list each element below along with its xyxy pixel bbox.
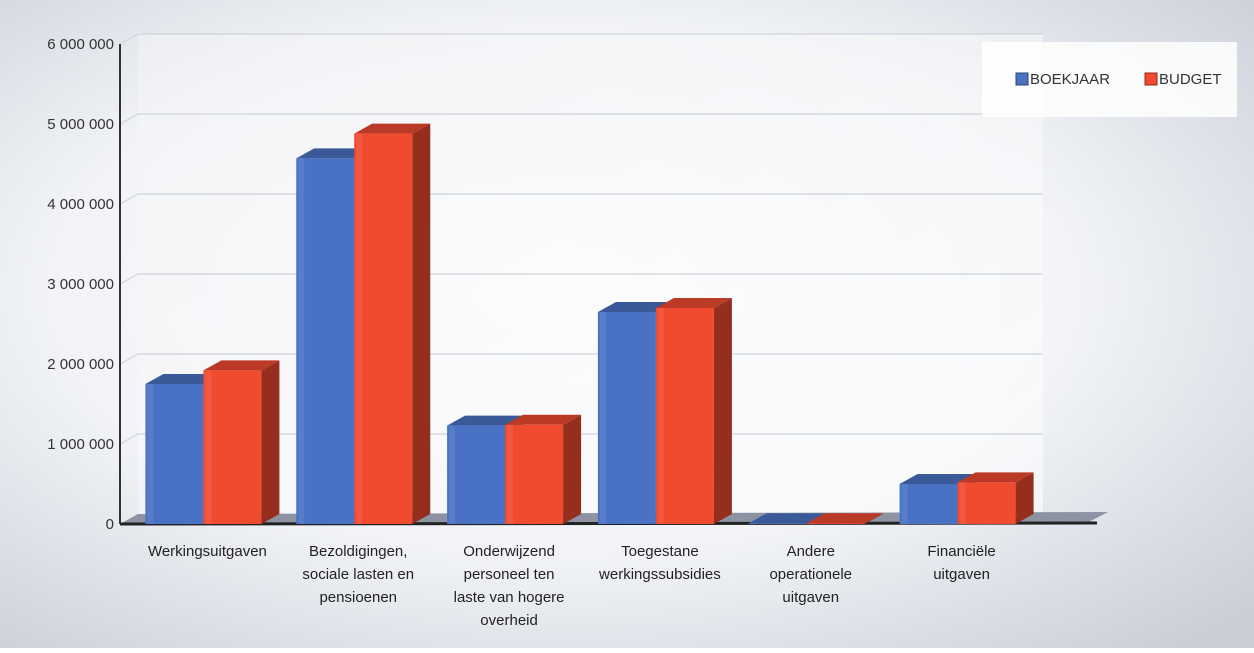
- gridline: [119, 353, 1043, 365]
- bar-budget-1: [203, 360, 280, 524]
- legend-swatch-budget: [1144, 72, 1158, 86]
- gridline: [119, 433, 1043, 445]
- x-tick-label: Andere operationele uitgaven: [769, 543, 852, 606]
- gridline: [119, 33, 1043, 45]
- bar-budget-5: [806, 513, 883, 524]
- bar-budget-4: [655, 298, 732, 524]
- x-tick-label: Bezoldigingen, sociale lasten en pensioene…: [302, 543, 414, 606]
- gridline: [119, 113, 1043, 125]
- y-tick-label: 6 000 000: [47, 36, 114, 53]
- legend-swatch-boekjaar: [1015, 72, 1029, 86]
- bar-budget-6: [957, 472, 1034, 524]
- y-tick-label: 1 000 000: [47, 436, 114, 453]
- x-tick-label: Werkingsuitgaven: [148, 543, 267, 560]
- legend-label-boekjaar: BOEKJAAR: [1030, 71, 1110, 88]
- legend-label-budget: BUDGET: [1159, 71, 1222, 88]
- gridline: [119, 193, 1043, 205]
- x-tick-label: Financiële uitgaven: [927, 543, 995, 583]
- x-tick-label: Onderwijzend personeel ten laste van hoger…: [454, 543, 565, 629]
- gridline: [119, 273, 1043, 285]
- y-tick-label: 3 000 000: [47, 276, 114, 293]
- y-tick-label: 0: [106, 516, 114, 533]
- legend: BOEKJAAR BUDGET: [982, 42, 1237, 117]
- x-tick-label: Toegestane werkingssubsidies: [598, 543, 721, 583]
- y-tick-label: 2 000 000: [47, 356, 114, 373]
- y-tick-label: 5 000 000: [47, 116, 114, 133]
- y-tick-label: 4 000 000: [47, 196, 114, 213]
- bar-budget-3: [505, 414, 582, 524]
- bar-budget-2: [354, 123, 431, 524]
